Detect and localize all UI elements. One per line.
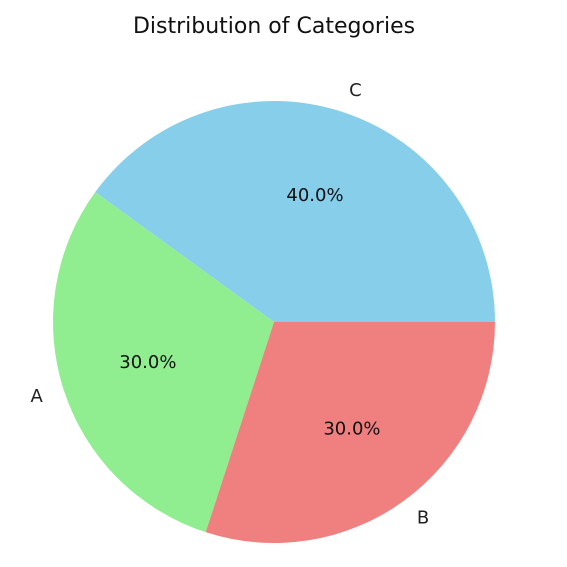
category-label-c: C (349, 80, 362, 101)
category-label-a: A (30, 386, 43, 407)
pie-slices (53, 101, 495, 543)
chart-title: Distribution of Categories (133, 14, 415, 39)
category-label-b: B (417, 508, 429, 529)
pie-slice-a (53, 192, 274, 533)
pie-labels: C 40.0% A 30.0% B 30.0% (30, 80, 429, 529)
percent-label-b: 30.0% (323, 418, 380, 439)
pie-slice-c (95, 101, 495, 322)
pie-slice-b (205, 322, 495, 543)
percent-label-a: 30.0% (119, 352, 176, 373)
percent-label-c: 40.0% (286, 185, 343, 206)
